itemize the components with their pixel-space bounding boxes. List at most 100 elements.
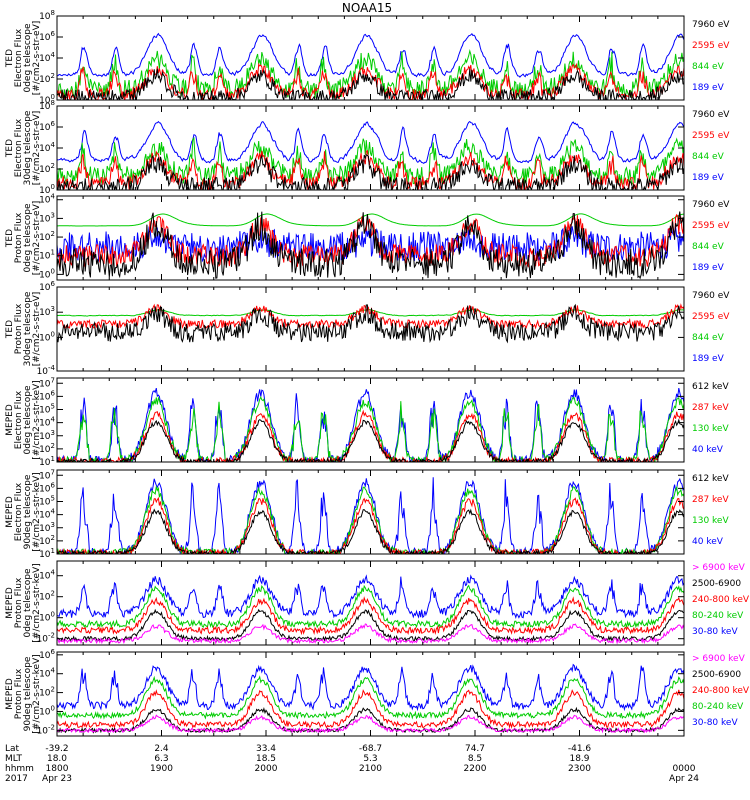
y-tick-label: 10-2: [37, 632, 55, 645]
panel-series: [57, 303, 684, 344]
series-line-130-kev: [57, 485, 684, 554]
time-row-label: 2017: [5, 774, 28, 784]
series-line-240-800-kev: [57, 596, 684, 636]
legend-entry: 240-800 keV: [692, 595, 750, 605]
time-tick-label: 74.7: [465, 744, 485, 754]
y-axis-label: Electron Flux: [14, 390, 24, 449]
legend-entry: 189 eV: [692, 354, 725, 364]
y-tick-label: 108: [39, 9, 55, 22]
legend-entry: > 6900 keV: [692, 654, 746, 664]
y-axis-label: Proton Flux: [14, 303, 24, 354]
time-tick-label: 18.5: [256, 754, 276, 764]
y-tick-label: 106: [39, 280, 55, 293]
series-line-189-ev: [57, 32, 684, 78]
y-axis-label: TED: [5, 139, 15, 158]
time-tick-label: 33.4: [256, 744, 276, 754]
panel-series: [57, 477, 684, 554]
legend-entry: 2500-6900: [692, 579, 741, 589]
y-axis-label: 0deg telescope: [23, 385, 33, 455]
y-axis-label: MEPED: [5, 587, 15, 619]
series-line-40-kev: [57, 477, 684, 554]
y-tick-label: 107: [39, 376, 55, 389]
y-tick-label: 10-4: [37, 364, 56, 377]
y-tick-label: 102: [39, 534, 55, 547]
y-tick-label: 102: [39, 590, 55, 603]
time-tick-label: 18.9: [569, 754, 589, 764]
series-line-40-kev: [57, 387, 684, 462]
panel-3: 100 101 102 103 104 TED Proton Flux 0deg telesc…: [5, 193, 730, 281]
y-axis-label: Electron Flux: [14, 118, 24, 177]
legend-entry: 30-80 keV: [692, 627, 738, 637]
legend-entry: 7960 eV: [692, 291, 730, 301]
series-line-7960-ev: [57, 68, 684, 100]
legend-entry: 189 eV: [692, 263, 725, 273]
y-axis-label: 30deg telescope: [23, 291, 33, 366]
legend-entry: 287 keV: [692, 495, 729, 505]
y-axis-label: Electron Flux: [14, 28, 24, 87]
legend-entry: 7960 eV: [692, 110, 730, 120]
y-axis-label: [#/cm2-s-str-eV]: [32, 111, 42, 186]
series-line-80-240-kev: [57, 584, 684, 630]
legend-entry: 189 eV: [692, 83, 725, 93]
series-line--6900-kev: [57, 623, 684, 645]
y-axis-label: TED: [5, 229, 15, 248]
y-axis-label: 0deg telescope: [23, 23, 33, 93]
legend-entry: 40 keV: [692, 537, 724, 547]
legend-entry: > 6900 keV: [692, 563, 746, 573]
time-tick-label: Apr 23: [42, 774, 72, 784]
time-tick-label: -68.7: [359, 744, 382, 754]
y-tick-label: 101: [39, 547, 55, 560]
panel-8: 10-2 100 102 104 106 MEPED Proton Flux 90deg te…: [5, 648, 750, 737]
panel-series: [57, 211, 684, 280]
y-axis-label: MEPED: [5, 496, 15, 528]
legend-entry: 612 keV: [692, 474, 729, 484]
y-tick-label: 103: [39, 305, 55, 318]
panel-2: 100 102 104 106 108 TED Electron Flux 30deg tel…: [5, 99, 730, 196]
legend-entry: 2595 eV: [692, 41, 730, 51]
y-tick-label: 106: [39, 30, 55, 43]
y-axis-label: [#/cm2-s-str-keV]: [32, 380, 42, 459]
panel-4: 10-4 100 103 106 TED Proton Flux 30deg telesco…: [5, 280, 730, 377]
figure-title: NOAA15: [342, 1, 392, 15]
y-axis-label: TED: [5, 320, 15, 339]
y-tick-label: 100: [39, 93, 55, 106]
series-line-612-kev: [57, 508, 684, 554]
y-tick-label: 102: [39, 162, 55, 175]
y-axis-label: 0deg telescope: [23, 568, 33, 638]
y-axis-label: 30deg telescope: [23, 110, 33, 185]
time-row-label: Lat: [5, 744, 20, 754]
legend-entry: 7960 eV: [692, 200, 730, 210]
time-tick-label: 2300: [568, 764, 591, 774]
y-axis-label: 0deg telescope: [23, 203, 33, 273]
time-tick-label: 2000: [255, 764, 278, 774]
y-tick-label: 104: [39, 667, 55, 680]
series-line-30-80-kev: [57, 574, 684, 620]
y-tick-label: 104: [39, 569, 55, 582]
series-line-130-kev: [57, 395, 684, 462]
series-line-2500-6900: [57, 608, 684, 643]
time-tick-label: 2200: [464, 764, 487, 774]
y-tick-label: 104: [39, 416, 55, 429]
y-tick-label: 108: [39, 99, 55, 112]
y-axis-label: [#/cm2-s-str-keV]: [32, 654, 42, 733]
y-tick-label: 100: [39, 704, 55, 717]
y-tick-label: 100: [39, 267, 55, 280]
y-tick-label: 106: [39, 120, 55, 133]
y-tick-label: 104: [39, 508, 55, 521]
legend-entry: 844 eV: [692, 152, 725, 162]
time-tick-label: Apr 24: [669, 774, 699, 784]
legend-entry: 240-800 keV: [692, 686, 750, 696]
y-tick-label: 103: [39, 429, 55, 442]
legend-entry: 30-80 keV: [692, 718, 738, 728]
series-line--6900-kev: [57, 714, 684, 734]
series-line-7960-ev: [57, 153, 684, 190]
legend-entry: 2500-6900: [692, 670, 741, 680]
time-tick-label: 0000: [673, 764, 696, 774]
y-axis-label: MEPED: [5, 678, 15, 710]
legend-entry: 844 eV: [692, 62, 725, 72]
y-tick-label: 102: [39, 442, 55, 455]
time-tick-label: 5.3: [363, 754, 377, 764]
time-tick-label: -41.6: [568, 744, 592, 754]
